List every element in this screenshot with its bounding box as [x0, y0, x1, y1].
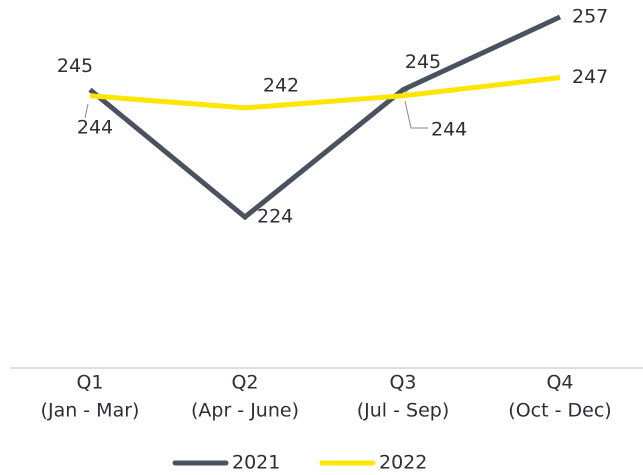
- data-label: 257: [572, 6, 608, 28]
- data-label: 247: [572, 66, 608, 88]
- leader-line: [84, 103, 89, 119]
- x-tick-label: (Jul - Sep): [357, 400, 450, 422]
- series-line: [89, 75, 561, 111]
- data-label: 244: [77, 116, 113, 138]
- x-tick-label: Q1: [76, 372, 103, 394]
- x-tick-label: (Oct - Dec): [508, 400, 611, 422]
- legend-label: 2021: [232, 452, 280, 474]
- data-label: 245: [57, 55, 93, 77]
- x-tick-label: (Apr - June): [191, 400, 299, 422]
- series-line: [88, 14, 562, 221]
- data-label: 224: [257, 206, 293, 228]
- x-tick-label: Q2: [231, 372, 258, 394]
- data-label: 242: [263, 74, 299, 96]
- leader-line: [404, 100, 428, 129]
- data-label: 245: [405, 51, 441, 73]
- x-tick-label: Q4: [546, 372, 573, 394]
- x-tick-label: Q3: [389, 372, 416, 394]
- legend-label: 2022: [379, 452, 427, 474]
- x-tick-label: (Jan - Mar): [41, 400, 140, 422]
- data-label: 244: [431, 118, 467, 140]
